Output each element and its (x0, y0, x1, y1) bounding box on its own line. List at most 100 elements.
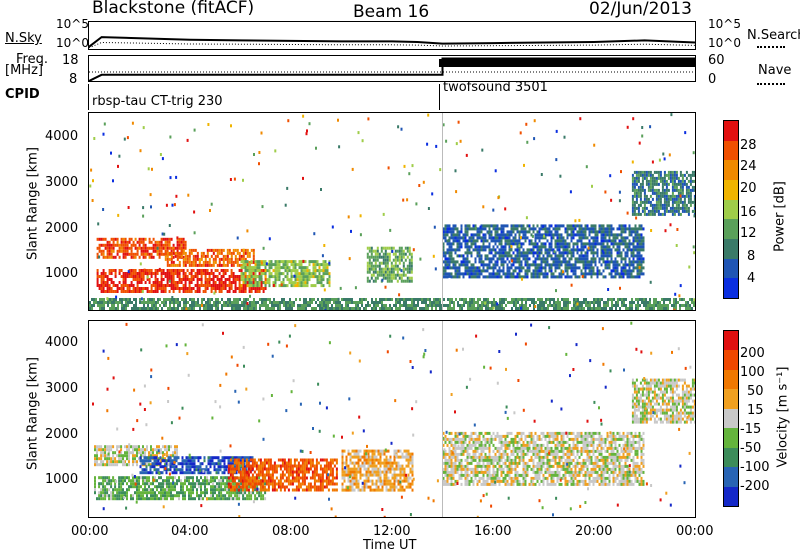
power-cell (349, 298, 351, 301)
power-cell (638, 236, 641, 240)
power-cell (673, 188, 676, 192)
power-cell (545, 307, 547, 310)
power-cell (663, 200, 666, 204)
power-cell (355, 304, 357, 307)
power-cell (588, 260, 591, 264)
power-cell (681, 209, 684, 213)
power-cell (136, 281, 139, 284)
power-cell (160, 237, 163, 241)
velocity-cell (108, 448, 111, 452)
power-cell (496, 224, 499, 228)
power-cell (392, 276, 395, 280)
power-cell (312, 284, 315, 288)
power-cell (303, 304, 305, 307)
power-cell (395, 307, 397, 310)
velocity-cell (142, 454, 144, 458)
power-cell (661, 194, 664, 198)
power-cell (382, 276, 385, 280)
power-cell (671, 170, 674, 174)
power-cell (182, 240, 185, 244)
power-cell (136, 252, 139, 256)
power-cell (673, 197, 676, 201)
power-cell (550, 263, 553, 267)
power-cell (96, 237, 99, 241)
power-speckle-cell (618, 190, 621, 194)
power-speckle-cell (158, 267, 161, 271)
power-cell (111, 304, 113, 307)
power-cell (653, 203, 656, 207)
velocity-cell (217, 459, 220, 463)
power-speckle-cell (275, 274, 278, 278)
power-cell (484, 254, 487, 258)
power-cell (522, 257, 525, 261)
power-cell (663, 209, 666, 213)
power-cell (124, 272, 127, 275)
power-cell (143, 301, 145, 304)
power-cell (187, 307, 189, 310)
power-cell (110, 255, 113, 259)
power-cell (110, 237, 113, 241)
power-cell (160, 272, 163, 275)
power-cell (206, 272, 209, 275)
power-cell (306, 272, 309, 276)
power-cell (247, 304, 249, 307)
power-cell (512, 242, 515, 246)
power-cell (602, 239, 605, 243)
power-cell (240, 275, 243, 279)
power-cell (238, 290, 241, 293)
power-cell (687, 200, 690, 204)
power-cell (618, 245, 621, 249)
velocity-ylabel: Slant Range [km] (25, 357, 41, 470)
power-speckle-cell (284, 203, 287, 207)
power-cell (108, 284, 111, 287)
power-cell (641, 179, 644, 183)
power-speckle-cell (193, 128, 196, 132)
power-cell (402, 252, 405, 256)
power-cell (406, 264, 409, 268)
power-cell (610, 260, 613, 264)
power-cell (89, 307, 91, 310)
power-cell (515, 304, 517, 307)
power-cell (488, 224, 491, 228)
power-cell (282, 272, 285, 276)
power-cell (262, 263, 265, 267)
power-cell (604, 254, 607, 258)
power-cell (458, 266, 461, 270)
power-cell (693, 197, 696, 201)
power-cell (494, 233, 497, 237)
power-speckle-cell (510, 245, 513, 249)
power-cell (593, 298, 595, 301)
power-cell (560, 224, 563, 228)
power-cell (130, 237, 133, 241)
power-cell (616, 245, 619, 249)
power-cell (396, 264, 399, 268)
power-cell (254, 266, 257, 270)
velocity-cell (132, 448, 134, 452)
power-cell (133, 298, 135, 301)
power-cell (398, 276, 401, 280)
power-cell (98, 284, 101, 287)
power-cell (268, 269, 271, 273)
power-cell (628, 230, 631, 234)
power-cell (474, 266, 477, 270)
velocity-cell (179, 468, 182, 472)
power-cell (641, 170, 644, 174)
power-speckle-cell (474, 226, 477, 230)
power-cell (635, 200, 638, 204)
velocity-cell (197, 459, 200, 463)
velocity-cell (128, 463, 130, 467)
power-cell (156, 240, 159, 244)
power-cell (587, 304, 589, 307)
power-cell (496, 236, 499, 240)
velocity-cell (94, 448, 96, 452)
velocity-cell (219, 462, 222, 466)
power-cell (620, 269, 623, 273)
velocity-cell (156, 454, 158, 458)
velocity-cell (203, 456, 206, 460)
power-cell (491, 307, 493, 310)
power-speckle-cell (118, 154, 121, 158)
power-cell (484, 233, 487, 237)
power-cell (478, 275, 481, 279)
power-cell (112, 246, 115, 250)
power-cell (298, 275, 301, 279)
